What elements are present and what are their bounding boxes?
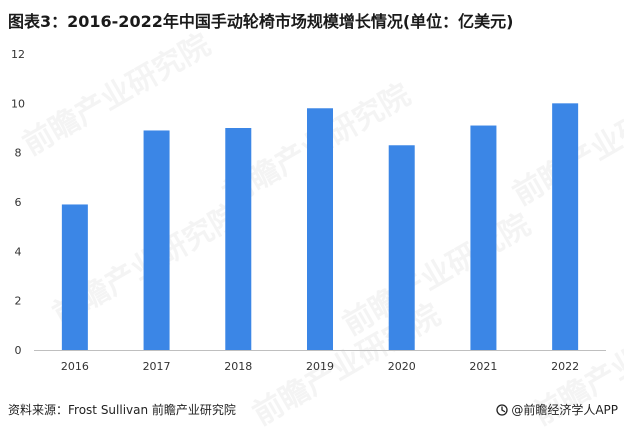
bar-2021	[470, 125, 497, 351]
chart-title: 图表3：2016-2022年中国手动轮椅市场规模增长情况(单位：亿美元)	[8, 12, 514, 31]
y-tick-label: 8	[15, 147, 22, 160]
bar-chart: 0 2 4 6 8 10 12 2016 2017 2018 2019 2020 2021 2022	[11, 48, 606, 373]
x-tick-label: 2021	[469, 360, 497, 373]
y-tick-label: 10	[11, 97, 25, 110]
y-tick-label: 0	[15, 344, 22, 357]
bar-2016	[61, 204, 88, 350]
x-tick-label: 2022	[551, 360, 579, 373]
bar-2018	[225, 128, 252, 350]
x-tick-label: 2019	[306, 360, 334, 373]
x-tick-label: 2017	[143, 360, 171, 373]
brand-label: @前瞻经济学人APP	[511, 403, 618, 417]
y-tick-label: 6	[15, 196, 22, 209]
x-tick-label: 2020	[388, 360, 416, 373]
brand-attribution: @前瞻经济学人APP	[496, 401, 618, 418]
y-tick-label: 2	[15, 295, 22, 308]
bar-2019	[307, 108, 333, 351]
y-tick-label: 4	[15, 245, 22, 258]
x-tick-label: 2016	[61, 360, 89, 373]
bar-2022	[552, 103, 579, 350]
y-tick-label: 12	[11, 48, 25, 61]
x-tick-label: 2018	[224, 360, 252, 373]
bar-2017	[143, 130, 170, 350]
logo-mark-icon	[496, 403, 508, 416]
bar-2020	[388, 145, 415, 350]
source-note: 资料来源：Frost Sullivan 前瞻产业研究院	[8, 403, 236, 417]
